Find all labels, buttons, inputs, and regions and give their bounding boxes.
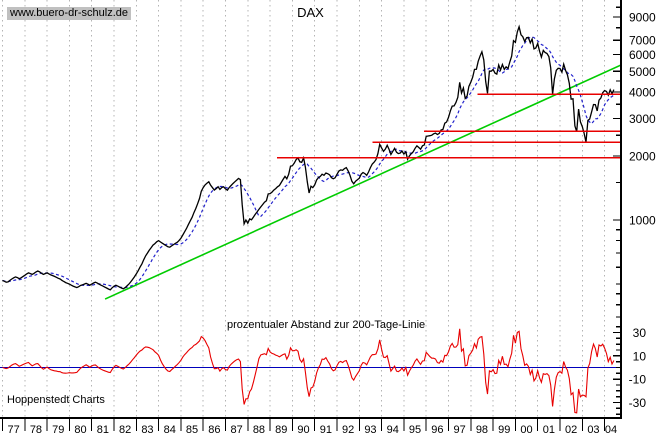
- oscillator-axis-tick-label: -30: [629, 396, 647, 410]
- year-label: 98: [476, 424, 488, 436]
- chart-title: DAX: [297, 5, 324, 20]
- price-series-line: [2, 24, 615, 291]
- oscillator-label: prozentualer Abstand zur 200-Tage-Linie: [227, 319, 426, 331]
- plot-area: [0, 24, 621, 414]
- year-label: 91: [320, 424, 332, 436]
- price-axis-tick-label: 7000: [629, 34, 656, 48]
- year-label: 90: [297, 424, 309, 436]
- oscillator-axis-tick-label: 30: [633, 326, 647, 340]
- price-axis-tick-label: 9000: [629, 10, 656, 24]
- price-axis-tick-label: 2000: [629, 149, 656, 163]
- year-label: 87: [231, 424, 243, 436]
- oscillator-axis-tick-label: -10: [629, 373, 647, 387]
- brand-label: Hoppenstedt Charts: [7, 394, 105, 406]
- ma-200d-line: [2, 36, 615, 289]
- trendline: [104, 64, 621, 300]
- year-label: 82: [119, 424, 131, 436]
- year-label: 97: [454, 424, 466, 436]
- year-label: 96: [431, 424, 443, 436]
- year-label: 00: [520, 424, 532, 436]
- year-label: 92: [342, 424, 354, 436]
- year-label: 99: [498, 424, 510, 436]
- year-label: 04: [605, 424, 617, 436]
- year-label: 03: [587, 424, 599, 436]
- price-axis-tick-label: 5000: [629, 65, 656, 79]
- year-label: 02: [565, 424, 577, 436]
- year-label: 83: [141, 424, 153, 436]
- year-label: 79: [52, 424, 64, 436]
- year-label: 93: [364, 424, 376, 436]
- year-label: 78: [30, 424, 42, 436]
- year-label: 95: [409, 424, 421, 436]
- price-axis-tick-label: 6000: [629, 48, 656, 62]
- year-label: 80: [74, 424, 86, 436]
- year-label: 86: [208, 424, 220, 436]
- website-watermark: www.buero-dr-schulz.de: [7, 7, 131, 20]
- price-axis-tick-label: 1000: [629, 214, 656, 228]
- year-label: 85: [186, 424, 198, 436]
- price-axis-tick-label: 4000: [629, 85, 656, 99]
- year-label: 01: [543, 424, 555, 436]
- year-label: 77: [8, 424, 20, 436]
- year-label: 84: [164, 424, 176, 436]
- price-axis-tick-label: 3000: [629, 112, 656, 126]
- year-label: 81: [97, 424, 109, 436]
- year-label: 88: [253, 424, 265, 436]
- year-label: 94: [387, 424, 399, 436]
- oscillator-line: [2, 328, 615, 414]
- oscillator-axis-tick-label: 10: [633, 349, 647, 363]
- year-label: 89: [275, 424, 287, 436]
